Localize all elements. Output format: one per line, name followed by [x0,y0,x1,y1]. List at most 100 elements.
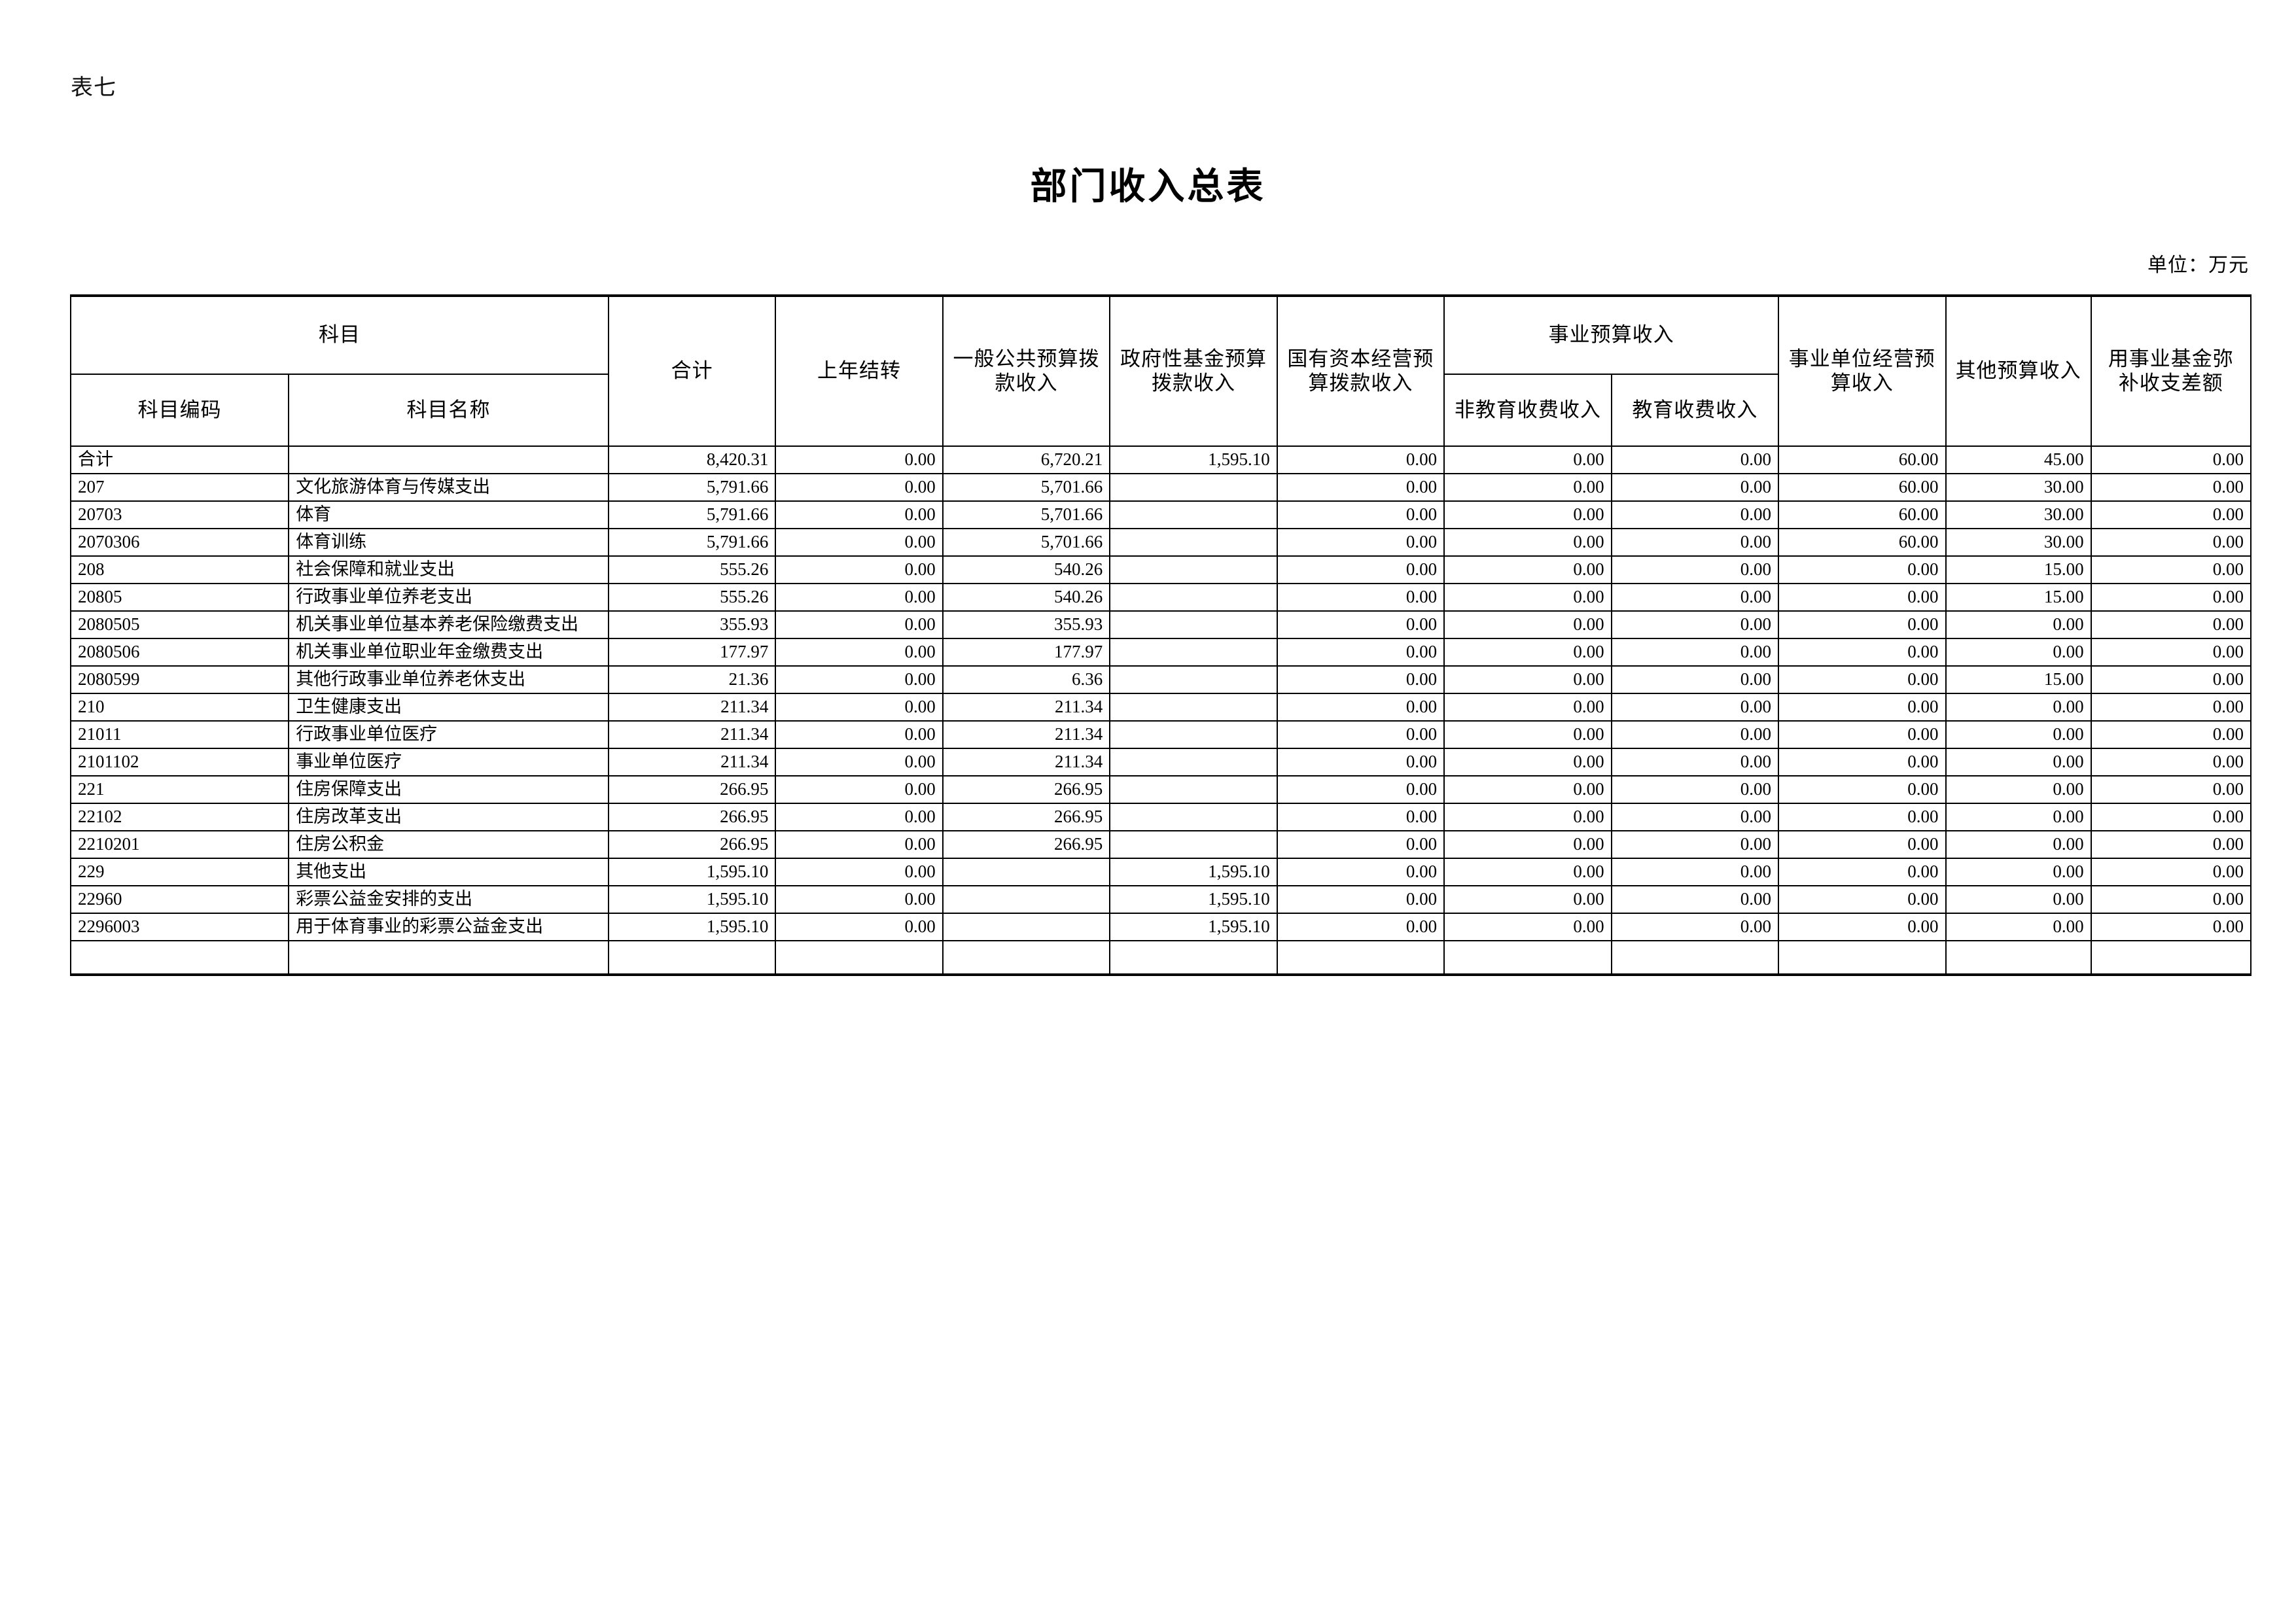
cell-subject-name: 住房保障支出 [288,775,609,804]
table-row: 合计 8,420.31 0.00 6,720.21 1,595.10 0.00 0.00 0.… [69,445,2252,474]
cell-subject-code: 229 [69,858,290,886]
cell-subject-code: 合计 [69,445,290,474]
cell-state-capital-budget: 0.00 [1276,445,1445,474]
cell-state-capital-budget: 0.00 [1276,528,1445,557]
cell-education-fee: 0.00 [1610,610,1780,639]
table-row: 2080506 机关事业单位职业年金缴费支出 177.97 0.00 177.97 0.0… [69,638,2252,667]
cell-subject-name: 行政事业单位养老支出 [288,583,609,612]
cell-carry-over: 0.00 [775,638,944,667]
table-row [69,940,2252,976]
cell-total: 211.34 [607,693,777,722]
cell-institution-operating: 0.00 [1778,665,1947,694]
cell-non-education-fee: 0.00 [1443,858,1612,886]
cell-other-budget-income: 30.00 [1945,528,2092,557]
cell-carry-over: 0.00 [775,473,944,502]
header-total: 合计 [607,294,777,447]
cell-other-budget-income: 0.00 [1945,830,2092,859]
cell-institution-operating [1778,940,1947,976]
cell-fund-offset-deficit: 0.00 [2090,665,2252,694]
cell-general-public-budget: 266.95 [942,803,1111,831]
cell-total: 355.93 [607,610,777,639]
cell-state-capital-budget: 0.00 [1276,610,1445,639]
table-body: 合计 8,420.31 0.00 6,720.21 1,595.10 0.00 0.00 0.… [69,445,2252,976]
cell-subject-code: 2080505 [69,610,290,639]
cell-gov-fund-budget: 1,595.10 [1109,858,1278,886]
cell-subject-name: 住房改革支出 [288,803,609,831]
cell-general-public-budget: 266.95 [942,775,1111,804]
cell-subject-name: 体育训练 [288,528,609,557]
cell-total: 1,595.10 [607,885,777,914]
cell-state-capital-budget: 0.00 [1276,748,1445,777]
cell-subject-code: 221 [69,775,290,804]
cell-state-capital-budget: 0.00 [1276,555,1445,584]
cell-institution-operating: 0.00 [1778,748,1947,777]
cell-state-capital-budget: 0.00 [1276,665,1445,694]
header-education-fee: 教育收费收入 [1610,374,1780,447]
cell-other-budget-income: 15.00 [1945,665,2092,694]
table-row: 2080505 机关事业单位基本养老保险缴费支出 355.93 0.00 355.93 0… [69,610,2252,639]
cell-state-capital-budget: 0.00 [1276,638,1445,667]
cell-carry-over: 0.00 [775,665,944,694]
cell-state-capital-budget: 0.00 [1276,830,1445,859]
cell-other-budget-income: 0.00 [1945,885,2092,914]
cell-education-fee: 0.00 [1610,720,1780,749]
cell-gov-fund-budget [1109,830,1278,859]
table-row: 221 住房保障支出 266.95 0.00 266.95 0.00 0.00 0.00 0.0… [69,775,2252,804]
cell-total: 211.34 [607,748,777,777]
header-subject-code: 科目编码 [69,374,290,447]
cell-other-budget-income: 15.00 [1945,555,2092,584]
cell-subject-code: 22960 [69,885,290,914]
cell-other-budget-income: 0.00 [1945,803,2092,831]
cell-carry-over: 0.00 [775,858,944,886]
cell-education-fee: 0.00 [1610,693,1780,722]
cell-subject-name: 体育 [288,500,609,529]
cell-non-education-fee: 0.00 [1443,500,1612,529]
table-row: 21011 行政事业单位医疗 211.34 0.00 211.34 0.00 0.00 0.0… [69,720,2252,749]
cell-general-public-budget [942,913,1111,941]
cell-other-budget-income: 0.00 [1945,720,2092,749]
cell-total: 266.95 [607,803,777,831]
cell-education-fee: 0.00 [1610,665,1780,694]
cell-other-budget-income: 0.00 [1945,913,2092,941]
cell-fund-offset-deficit: 0.00 [2090,885,2252,914]
cell-education-fee: 0.00 [1610,913,1780,941]
cell-fund-offset-deficit: 0.00 [2090,720,2252,749]
cell-subject-name: 住房公积金 [288,830,609,859]
cell-education-fee: 0.00 [1610,555,1780,584]
cell-fund-offset-deficit: 0.00 [2090,500,2252,529]
cell-subject-code: 2080599 [69,665,290,694]
table-row: 229 其他支出 1,595.10 0.00 1,595.10 0.00 0.00 0.00 0… [69,858,2252,886]
table-row: 20703 体育 5,791.66 0.00 5,701.66 0.00 0.00 0.00 6… [69,500,2252,529]
cell-institution-operating: 0.00 [1778,693,1947,722]
cell-state-capital-budget: 0.00 [1276,775,1445,804]
cell-total: 555.26 [607,583,777,612]
header-subject-name: 科目名称 [288,374,609,447]
cell-subject-code: 2296003 [69,913,290,941]
cell-gov-fund-budget [1109,638,1278,667]
cell-carry-over: 0.00 [775,445,944,474]
cell-total: 1,595.10 [607,913,777,941]
table-row: 2101102 事业单位医疗 211.34 0.00 211.34 0.00 0.00 0.0… [69,748,2252,777]
cell-gov-fund-budget [1109,583,1278,612]
cell-general-public-budget: 355.93 [942,610,1111,639]
cell-state-capital-budget: 0.00 [1276,473,1445,502]
cell-institution-operating: 0.00 [1778,803,1947,831]
cell-other-budget-income: 30.00 [1945,500,2092,529]
cell-non-education-fee: 0.00 [1443,803,1612,831]
cell-general-public-budget: 540.26 [942,583,1111,612]
cell-carry-over: 0.00 [775,830,944,859]
cell-general-public-budget [942,885,1111,914]
cell-subject-code [69,940,290,976]
table-row: 2210201 住房公积金 266.95 0.00 266.95 0.00 0.00 0.00… [69,830,2252,859]
cell-fund-offset-deficit: 0.00 [2090,693,2252,722]
cell-institution-operating: 0.00 [1778,583,1947,612]
cell-subject-name: 卫生健康支出 [288,693,609,722]
cell-gov-fund-budget: 1,595.10 [1109,913,1278,941]
header-institution-operating: 事业单位经营预算收入 [1778,294,1947,447]
cell-education-fee: 0.00 [1610,528,1780,557]
cell-carry-over: 0.00 [775,555,944,584]
page-title: 部门收入总表 [1030,167,1266,207]
cell-fund-offset-deficit: 0.00 [2090,748,2252,777]
cell-education-fee: 0.00 [1610,858,1780,886]
